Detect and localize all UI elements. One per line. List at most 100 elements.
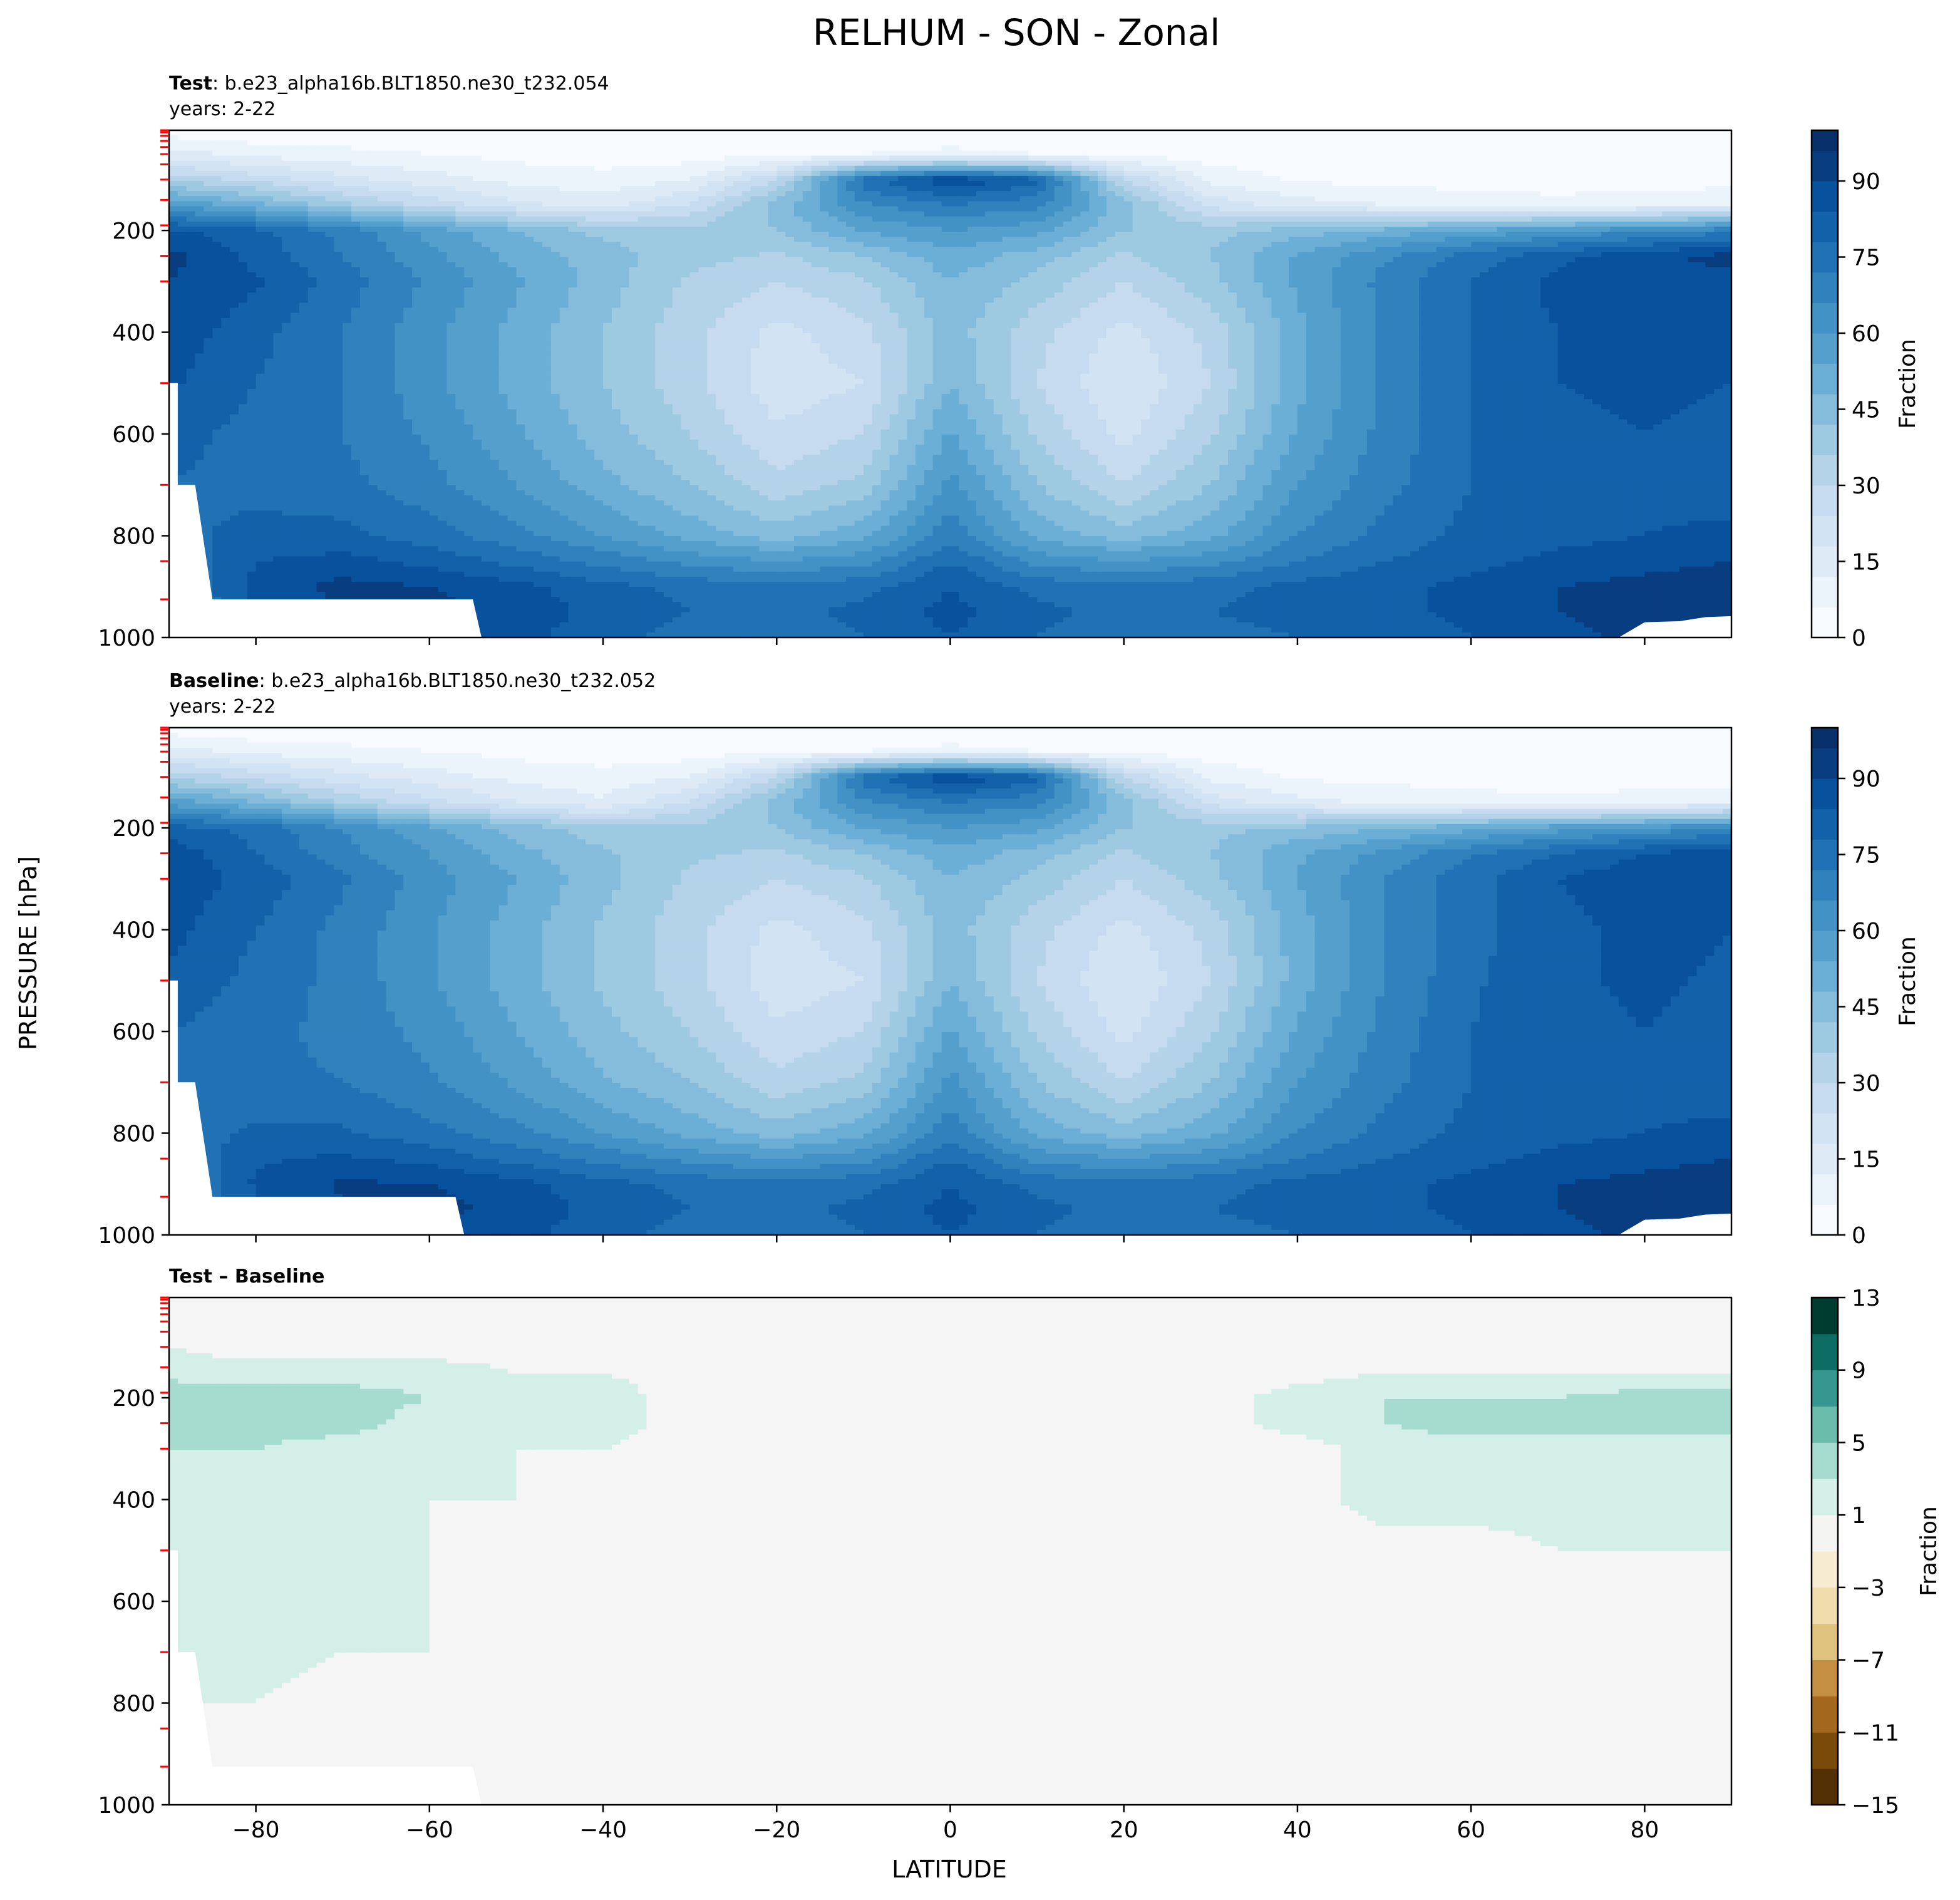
contour-cell <box>212 359 221 364</box>
contour-cell <box>204 374 212 379</box>
contour-cell <box>239 435 247 440</box>
contour-cell <box>178 343 187 349</box>
contour-cell <box>212 161 221 167</box>
contour-cell <box>326 237 334 242</box>
contour-cell <box>326 232 334 237</box>
contour-cell <box>212 460 221 466</box>
contour-cell <box>343 313 351 319</box>
contour-cell <box>204 490 212 496</box>
contour-cell <box>247 207 256 212</box>
contour-cell <box>299 232 308 237</box>
contour-cell <box>204 425 212 430</box>
contour-cell <box>334 359 343 364</box>
contour-cell <box>178 333 187 339</box>
contour-cell <box>282 328 291 334</box>
contour-cell <box>317 485 326 491</box>
contour-cell <box>204 287 212 293</box>
contour-cell <box>326 207 334 212</box>
contour-cell <box>230 145 239 151</box>
contour-cell <box>264 551 273 557</box>
contour-cell <box>334 379 343 385</box>
contour-cell <box>299 359 308 364</box>
contour-cell <box>326 145 334 151</box>
contour-cell <box>187 369 195 374</box>
contour-cell <box>212 150 221 156</box>
contour-cell <box>334 222 343 227</box>
contour-cell <box>204 465 212 471</box>
contour-cell <box>326 455 334 460</box>
contour-cell <box>212 207 221 212</box>
contour-cell <box>230 242 239 247</box>
contour-cell <box>326 333 334 339</box>
contour-cell <box>212 328 221 334</box>
contour-cell <box>169 302 178 308</box>
contour-cell <box>282 404 291 410</box>
contour-cell <box>282 369 291 374</box>
contour-cell <box>343 359 351 364</box>
contour-cell <box>247 567 256 572</box>
contour-cell <box>221 212 230 217</box>
contour-cell <box>230 333 239 339</box>
contour-cell <box>264 257 273 263</box>
contour-cell <box>308 521 317 527</box>
contour-cell <box>256 470 265 476</box>
contour-cell <box>256 384 265 390</box>
contour-cell <box>343 323 351 329</box>
contour-cell <box>169 338 178 344</box>
contour-cell <box>273 430 282 435</box>
contour-cell <box>273 140 282 146</box>
contour-cell <box>282 242 291 247</box>
contour-cell <box>169 348 178 354</box>
contour-cell <box>326 262 334 268</box>
contour-cell <box>308 348 317 354</box>
contour-cell <box>308 445 317 450</box>
contour-cell <box>326 196 334 202</box>
contour-cell <box>264 541 273 547</box>
contour-cell <box>334 404 343 410</box>
contour-cell <box>264 536 273 542</box>
contour-cell <box>230 582 239 587</box>
contour-cell <box>264 272 273 278</box>
contour-cell <box>204 247 212 252</box>
contour-cell <box>273 297 282 303</box>
contour-cell <box>291 232 299 237</box>
contour-cell <box>299 282 308 288</box>
contour-cell <box>334 145 343 151</box>
contour-cell <box>351 450 360 455</box>
contour-cell <box>247 227 256 232</box>
contour-cell <box>317 546 326 552</box>
contour-cell <box>326 430 334 435</box>
contour-cell <box>195 150 204 156</box>
contour-cell <box>282 287 291 293</box>
contour-cell <box>247 247 256 252</box>
contour-cell <box>326 359 334 364</box>
contour-cell <box>247 415 256 420</box>
contour-cell <box>299 556 308 562</box>
contour-cell <box>256 140 265 146</box>
contour-cell <box>343 410 351 415</box>
contour-cell <box>273 348 282 354</box>
contour-cell <box>282 495 291 501</box>
contour-cell <box>343 171 351 177</box>
contour-cell <box>343 536 351 542</box>
contour-cell <box>351 318 360 324</box>
contour-cell <box>230 410 239 415</box>
contour-cell <box>230 500 239 506</box>
contour-cell <box>282 135 291 141</box>
contour-cell <box>221 465 230 471</box>
contour-cell <box>256 242 265 247</box>
contour-cell <box>221 505 230 511</box>
contour-cell <box>326 490 334 496</box>
contour-cell <box>326 282 334 288</box>
contour-cell <box>204 450 212 455</box>
contour-cell <box>247 587 256 592</box>
contour-cell <box>212 465 221 471</box>
contour-cell <box>334 353 343 359</box>
contour-cell <box>256 536 265 542</box>
contour-cell <box>212 592 221 597</box>
contour-cell <box>273 541 282 547</box>
contour-cell <box>187 480 195 486</box>
contour-cell <box>326 348 334 354</box>
contour-cell <box>230 394 239 400</box>
contour-cell <box>273 308 282 314</box>
